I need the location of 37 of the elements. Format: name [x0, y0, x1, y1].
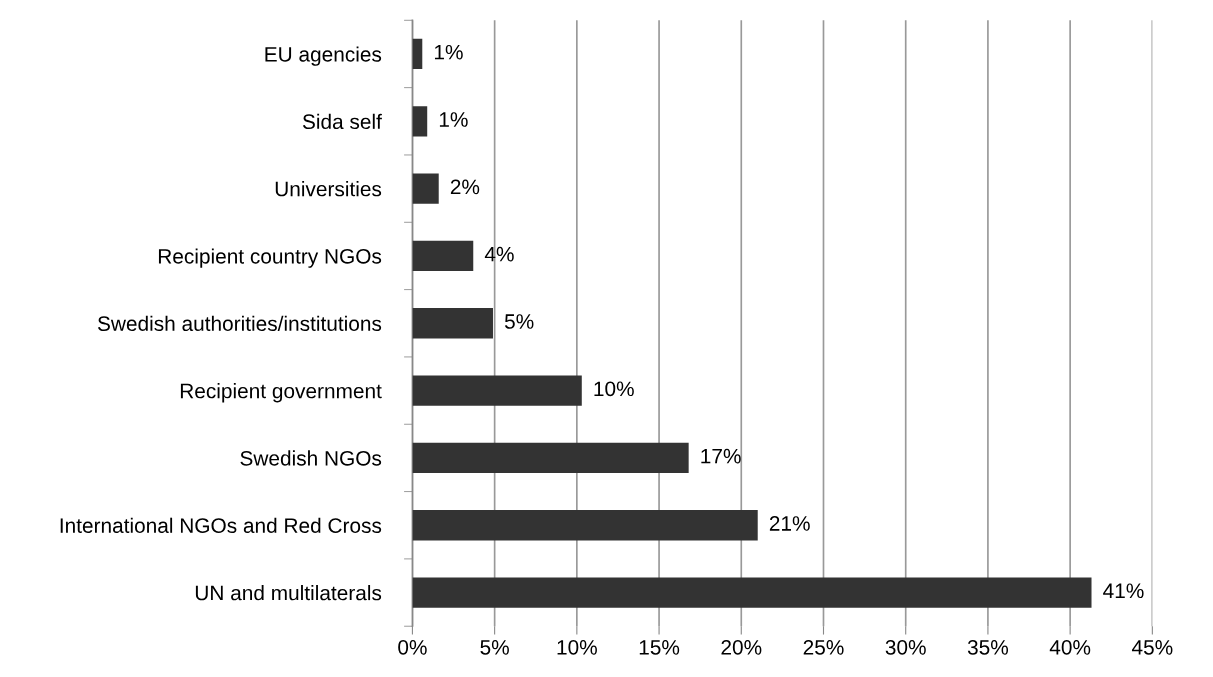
bar [412, 173, 439, 204]
x-tick-label: 5% [480, 640, 509, 655]
data-label: 1% [434, 44, 463, 60]
data-label: 17% [701, 448, 741, 464]
bar [412, 375, 582, 406]
bar [412, 510, 758, 541]
x-tick-label: 25% [803, 639, 844, 655]
x-tick-label: 0% [398, 639, 427, 655]
x-tick-label: 40% [1049, 639, 1091, 655]
data-label: 1% [439, 112, 468, 127]
x-tick-label: 30% [885, 639, 926, 655]
y-tick-label: International NGOs and Red Cross [60, 517, 382, 533]
bar [412, 308, 493, 339]
data-label: 10% [594, 381, 634, 397]
y-tick-label: EU agencies [265, 46, 382, 66]
x-tick-label: 45% [1131, 640, 1173, 655]
bar [412, 442, 689, 474]
y-tick-label: UN and multilaterals [195, 585, 382, 601]
data-label: 41% [1103, 583, 1144, 599]
y-tick-label: Swedish NGOs [240, 450, 382, 466]
bar [412, 577, 1092, 608]
data-label: 21% [769, 516, 810, 531]
y-tick-label: Recipient government [180, 383, 382, 403]
y-tick-label: Recipient country NGOs [158, 248, 382, 268]
y-tick-label: Swedish authorities/institutions [97, 315, 382, 332]
data-label: 5% [504, 314, 534, 329]
x-tick-label: 15% [639, 640, 680, 655]
bar [412, 240, 474, 272]
bar [412, 106, 428, 137]
x-tick-label: 10% [557, 639, 597, 655]
x-tick-label: 20% [721, 639, 762, 655]
data-label: 4% [484, 246, 514, 262]
bar [412, 38, 423, 70]
data-label: 2% [450, 179, 480, 195]
x-tick-label: 35% [967, 639, 1009, 655]
y-tick-label: Universities [275, 181, 382, 197]
y-tick-label: Sida self [302, 113, 382, 130]
